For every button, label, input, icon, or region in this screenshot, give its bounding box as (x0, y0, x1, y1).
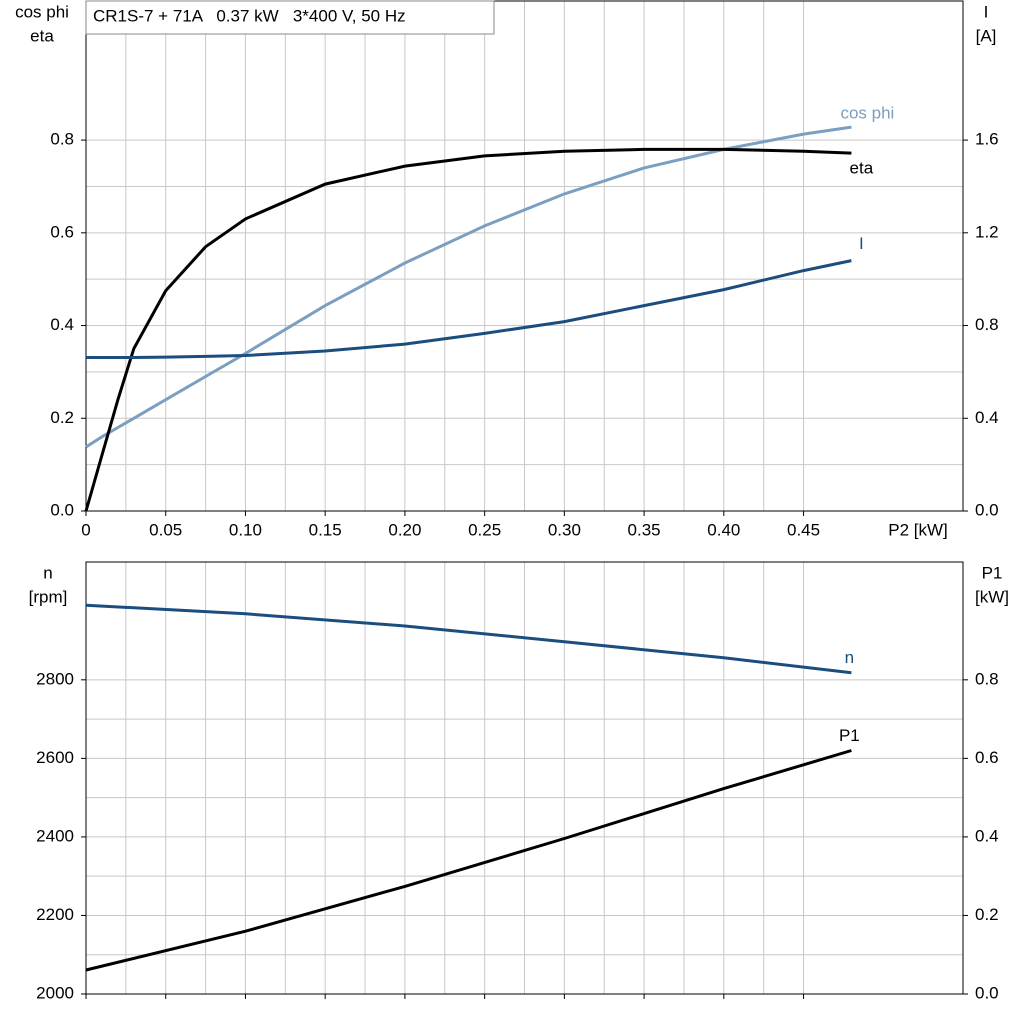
series-label: n (845, 648, 854, 667)
x-tick-label: 0.25 (468, 520, 501, 539)
y-tick-label: 0.6 (50, 222, 74, 241)
y-axis-label: cos phi (15, 2, 69, 21)
y2-tick-label: 0.8 (975, 669, 999, 688)
y2-tick-label: 1.6 (975, 130, 999, 149)
y2-tick-label: 1.2 (975, 222, 999, 241)
y2-axis-label: P1 (982, 563, 1003, 582)
series-label: eta (850, 159, 874, 178)
y2-axis-label: [kW] (975, 587, 1009, 606)
y2-tick-label: 0.4 (975, 826, 999, 845)
x-axis-label: P2 [kW] (888, 520, 948, 539)
chart-title: CR1S-7 + 71A 0.37 kW 3*400 V, 50 Hz (93, 6, 406, 25)
y2-tick-label: 0.4 (975, 408, 999, 427)
y2-tick-label: 0.2 (975, 905, 999, 924)
x-tick-label: 0.20 (388, 520, 421, 539)
series-label: P1 (839, 726, 860, 745)
x-tick-label: 0.30 (548, 520, 581, 539)
x-tick-label: 0.10 (229, 520, 262, 539)
y-tick-label: 0.4 (50, 315, 74, 334)
plot-frame (85, 0, 964, 512)
x-tick-label: 0.15 (309, 520, 342, 539)
title-box (85, 0, 495, 35)
series-line (85, 125, 852, 449)
y2-axis-label: I (984, 2, 989, 21)
y2-tick-label: 0.0 (975, 983, 999, 1002)
y-tick-label: 2800 (36, 669, 74, 688)
plot-frame (85, 561, 964, 995)
x-tick-label: 0.45 (787, 520, 820, 539)
y-axis-label: n (43, 563, 52, 582)
x-tick-label: 0.40 (707, 520, 740, 539)
y-tick-label: 0.0 (50, 500, 74, 519)
y2-axis-label: [A] (976, 26, 997, 45)
series-line (84, 147, 852, 512)
y2-tick-label: 0.8 (975, 315, 999, 334)
y2-tick-label: 0.0 (975, 500, 999, 519)
series-line (85, 603, 852, 675)
series-line (85, 749, 852, 972)
y-tick-label: 2400 (36, 826, 74, 845)
y-tick-label: 0.2 (50, 408, 74, 427)
x-tick-label: 0.05 (149, 520, 182, 539)
y-axis-label: eta (30, 26, 54, 45)
y2-tick-label: 0.6 (975, 748, 999, 767)
y-tick-label: 2200 (36, 905, 74, 924)
series-label: I (859, 234, 864, 253)
series-label: cos phi (840, 104, 894, 123)
y-tick-label: 2600 (36, 748, 74, 767)
series-line (86, 259, 852, 359)
y-axis-label: [rpm] (29, 587, 68, 606)
y-tick-label: 2000 (36, 983, 74, 1002)
y-tick-label: 0.8 (50, 130, 74, 149)
x-tick-label: 0.35 (628, 520, 661, 539)
x-tick-label: 0 (81, 520, 90, 539)
